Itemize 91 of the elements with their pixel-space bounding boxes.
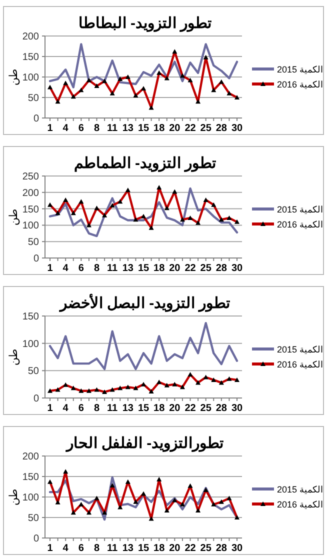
- chart-title: تطور التزويد- البطاطا: [78, 15, 212, 32]
- y-tick-label: 150: [22, 52, 40, 63]
- y-tick-label: 100: [22, 72, 40, 84]
- x-tick-label: 1: [47, 403, 54, 414]
- x-tick-label: 15: [138, 543, 150, 554]
- y-tick-label: 50: [28, 93, 40, 104]
- x-tick-label: 6: [78, 123, 84, 134]
- x-tick-label: 13: [122, 123, 134, 134]
- x-tick-label: 30: [231, 403, 243, 414]
- x-tick-label: 6: [78, 403, 84, 414]
- x-tick-label: 13: [122, 263, 134, 274]
- x-tick-label: 25: [200, 123, 212, 134]
- x-tick-label: 11: [107, 123, 118, 134]
- x-tick-label: 30: [231, 123, 243, 134]
- legend-label: الكمية 2016: [277, 220, 324, 230]
- legend-label: الكمية 2016: [277, 360, 324, 370]
- x-tick-label: 8: [94, 263, 100, 274]
- chart-title: تطورالتزويد- الفلفل الحار: [65, 435, 224, 452]
- x-tick-label: 4: [62, 403, 69, 414]
- x-tick-label: 4: [62, 263, 69, 274]
- x-tick-label: 11: [107, 263, 118, 274]
- y-tick-label: 200: [22, 452, 40, 462]
- x-tick-label: 4: [62, 543, 69, 554]
- y-tick-label: 100: [22, 220, 40, 232]
- x-tick-label: 8: [94, 543, 100, 554]
- y-tick-label: 100: [22, 338, 40, 350]
- y-tick-label: 200: [22, 188, 40, 199]
- y-tick-label: 50: [28, 366, 40, 378]
- x-tick-label: 18: [154, 263, 166, 274]
- legend-label: الكمية 2015: [277, 484, 324, 494]
- x-tick-label: 20: [169, 263, 181, 274]
- y-axis-title: طن: [8, 348, 20, 366]
- x-tick-label: 13: [122, 403, 134, 414]
- x-tick-label: 15: [138, 403, 150, 414]
- chart-title: تطور التزويد- الطماطم: [74, 155, 216, 172]
- x-tick-label: 8: [94, 123, 100, 134]
- x-tick-label: 1: [47, 263, 54, 274]
- y-tick-label: 150: [22, 204, 40, 216]
- legend-label: الكمية 2015: [277, 64, 324, 74]
- line-series: [48, 43, 238, 88]
- x-tick-label: 8: [94, 403, 100, 414]
- x-tick-label: 18: [154, 543, 166, 554]
- legend-label: الكمية 2016: [277, 500, 324, 510]
- x-tick-label: 20: [169, 123, 181, 134]
- legend-label: الكمية 2016: [277, 80, 324, 90]
- x-tick-label: 30: [231, 263, 243, 274]
- y-tick-label: 150: [22, 312, 40, 322]
- x-tick-label: 20: [169, 543, 181, 554]
- line-series: [48, 187, 238, 238]
- x-tick-label: 11: [107, 403, 118, 414]
- y-tick-label: 100: [22, 492, 40, 504]
- x-tick-label: 25: [200, 403, 212, 414]
- y-tick-label: 50: [28, 237, 40, 248]
- chart-title: تطور التزويد- البصل الأخضر: [58, 293, 230, 312]
- x-tick-label: 25: [200, 263, 212, 274]
- x-tick-label: 22: [184, 123, 196, 134]
- x-tick-label: 22: [184, 543, 196, 554]
- y-tick-label: 200: [22, 32, 40, 42]
- x-tick-label: 18: [154, 403, 166, 414]
- x-tick-label: 28: [216, 123, 228, 134]
- y-tick-label: 0: [33, 254, 40, 264]
- y-axis-title: طن: [8, 208, 20, 226]
- y-axis-title: طن: [8, 488, 20, 506]
- y-tick-label: 150: [22, 472, 40, 483]
- x-tick-label: 6: [78, 543, 84, 554]
- x-tick-label: 18: [154, 123, 166, 134]
- x-tick-label: 22: [184, 263, 196, 274]
- y-tick-label: 250: [22, 172, 40, 182]
- x-tick-label: 30: [231, 543, 243, 554]
- x-tick-label: 20: [169, 403, 181, 414]
- y-tick-label: 0: [33, 534, 40, 544]
- x-tick-label: 13: [122, 543, 134, 554]
- legend-label: الكمية 2015: [277, 344, 324, 354]
- x-tick-label: 1: [47, 543, 54, 554]
- y-tick-label: 0: [33, 114, 40, 124]
- x-tick-label: 28: [216, 263, 228, 274]
- x-tick-label: 15: [138, 263, 150, 274]
- x-tick-label: 28: [216, 543, 228, 554]
- line-series: [48, 322, 238, 370]
- x-tick-label: 28: [216, 403, 228, 414]
- x-tick-label: 15: [138, 123, 150, 134]
- x-tick-label: 11: [107, 543, 118, 554]
- x-tick-label: 22: [184, 403, 196, 414]
- x-tick-label: 4: [62, 123, 69, 134]
- y-axis-title: طن: [8, 68, 20, 86]
- legend-label: الكمية 2015: [277, 204, 324, 214]
- x-tick-label: 1: [47, 123, 54, 134]
- x-tick-label: 25: [200, 543, 212, 554]
- y-tick-label: 50: [28, 513, 40, 524]
- y-tick-label: 0: [33, 394, 40, 404]
- x-tick-label: 6: [78, 263, 84, 274]
